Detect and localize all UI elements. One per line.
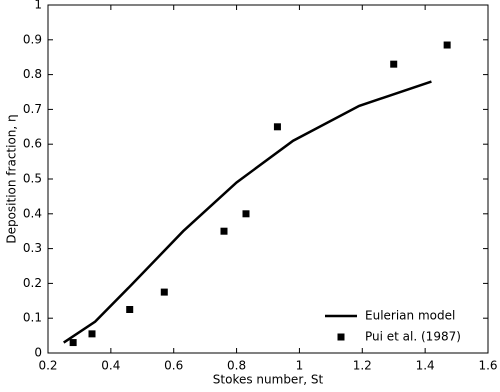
marker <box>443 41 451 49</box>
y-tick-label: 0.5 <box>23 172 42 186</box>
x-tick-label: 1 <box>296 359 304 373</box>
marker <box>242 210 250 218</box>
legend-swatch <box>337 333 345 341</box>
y-tick-label: 0.2 <box>23 276 42 290</box>
x-tick-label: 0.2 <box>38 359 57 373</box>
y-tick-label: 0.6 <box>23 137 42 151</box>
marker <box>69 339 77 347</box>
y-tick-label: 0.3 <box>23 241 42 255</box>
legend-label: Eulerian model <box>365 309 455 323</box>
y-tick-label: 0.7 <box>23 102 42 116</box>
x-axis-label: Stokes number, St <box>213 373 324 387</box>
y-tick-label: 0.8 <box>23 67 42 81</box>
x-tick-label: 0.4 <box>101 359 120 373</box>
marker <box>273 123 281 131</box>
x-tick-label: 1.2 <box>353 359 372 373</box>
marker <box>126 306 134 313</box>
y-axis-label: Deposition fraction, η <box>5 114 19 243</box>
x-tick-label: 0.8 <box>227 359 246 373</box>
y-tick-label: 0.9 <box>23 32 42 46</box>
y-tick-label: 0 <box>34 346 42 360</box>
x-tick-label: 1.4 <box>416 359 435 373</box>
x-tick-label: 1.6 <box>478 359 497 373</box>
y-tick-label: 0.1 <box>23 311 42 325</box>
legend-label: Pui et al. (1987) <box>365 330 461 344</box>
line-series <box>63 80 432 344</box>
x-tick-label: 0.6 <box>164 359 183 373</box>
y-tick-label: 1 <box>34 0 42 12</box>
marker <box>390 60 398 68</box>
marker <box>160 288 168 296</box>
marker <box>88 330 96 338</box>
marker <box>220 227 228 235</box>
y-tick-label: 0.4 <box>23 206 42 220</box>
